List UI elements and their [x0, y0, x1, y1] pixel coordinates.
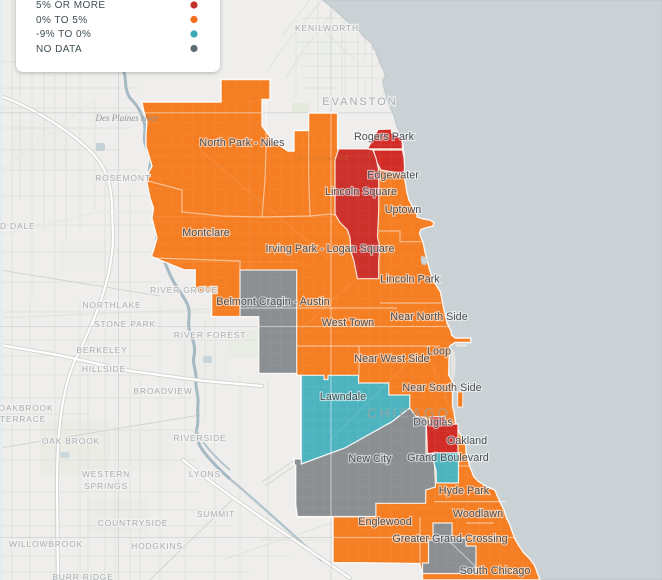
svg-text:SUMMIT: SUMMIT [197, 509, 235, 519]
svg-text:Douglas: Douglas [413, 417, 453, 429]
svg-text:Grand Boulevard: Grand Boulevard [407, 452, 489, 464]
svg-text:Oakland: Oakland [447, 435, 487, 447]
svg-text:Near South Side: Near South Side [402, 382, 481, 394]
svg-text:HODGKINS: HODGKINS [131, 541, 183, 551]
svg-text:Woodlawn: Woodlawn [453, 508, 503, 520]
svg-text:Uptown: Uptown [385, 204, 422, 216]
svg-text:CHICAGO: CHICAGO [367, 406, 451, 421]
svg-text:RIVER FOREST: RIVER FOREST [174, 330, 246, 340]
svg-text:Lincoln Park: Lincoln Park [380, 274, 440, 286]
svg-text:WESTERN: WESTERN [82, 469, 130, 479]
svg-text:Lawndale: Lawndale [320, 391, 366, 403]
svg-text:RIVERSIDE: RIVERSIDE [173, 433, 226, 443]
svg-text:OAKBROOK: OAKBROOK [0, 403, 54, 413]
svg-text:ROSEMONT: ROSEMONT [95, 173, 151, 183]
svg-text:OD DALE: OD DALE [0, 221, 35, 231]
svg-text:LYONS: LYONS [189, 469, 221, 479]
svg-text:Rogers Park: Rogers Park [354, 131, 415, 143]
svg-text:BERKELEY: BERKELEY [76, 345, 127, 355]
svg-text:WILLOWBROOK: WILLOWBROOK [9, 539, 83, 549]
svg-text:Englewood: Englewood [358, 516, 411, 528]
svg-text:Greater Grand Crossing: Greater Grand Crossing [392, 533, 507, 545]
svg-text:North Park - Niles: North Park - Niles [199, 137, 285, 149]
svg-text:Loop: Loop [427, 346, 451, 358]
svg-text:Irving Park - Logan Square: Irving Park - Logan Square [265, 243, 394, 255]
svg-text:BURR RIDGE: BURR RIDGE [52, 572, 113, 580]
svg-text:STONE PARK: STONE PARK [94, 319, 156, 329]
svg-text:COUNTRYSIDE: COUNTRYSIDE [98, 518, 169, 528]
svg-text:South Chicago: South Chicago [460, 565, 531, 577]
svg-text:HILLSIDE: HILLSIDE [82, 364, 126, 374]
svg-text:Hyde Park: Hyde Park [439, 485, 490, 497]
svg-text:Near North Side: Near North Side [390, 311, 467, 323]
svg-text:RIVER GROVE: RIVER GROVE [150, 285, 218, 295]
svg-text:TERRACE: TERRACE [0, 414, 46, 424]
svg-text:Montclare: Montclare [182, 227, 229, 239]
svg-text:Near West Side: Near West Side [354, 353, 429, 365]
svg-text:OAK BROOK: OAK BROOK [42, 436, 100, 446]
svg-text:KENILWORTH: KENILWORTH [295, 23, 359, 33]
svg-text:EVANSTON: EVANSTON [322, 96, 398, 108]
svg-text:SPRINGS: SPRINGS [84, 481, 128, 491]
svg-text:Des Plaines river: Des Plaines river [95, 113, 159, 123]
svg-text:Belmont Cragin - Austin: Belmont Cragin - Austin [216, 296, 329, 308]
svg-text:LINCOLNWOOD: LINCOLNWOOD [294, 155, 350, 162]
svg-text:New City: New City [348, 453, 392, 465]
svg-text:Lincoln Square: Lincoln Square [325, 186, 397, 198]
svg-text:NORTHLAKE: NORTHLAKE [82, 300, 141, 310]
svg-text:West Town: West Town [322, 317, 374, 329]
svg-text:BROADVIEW: BROADVIEW [133, 386, 192, 396]
svg-text:Edgewater: Edgewater [367, 170, 419, 182]
